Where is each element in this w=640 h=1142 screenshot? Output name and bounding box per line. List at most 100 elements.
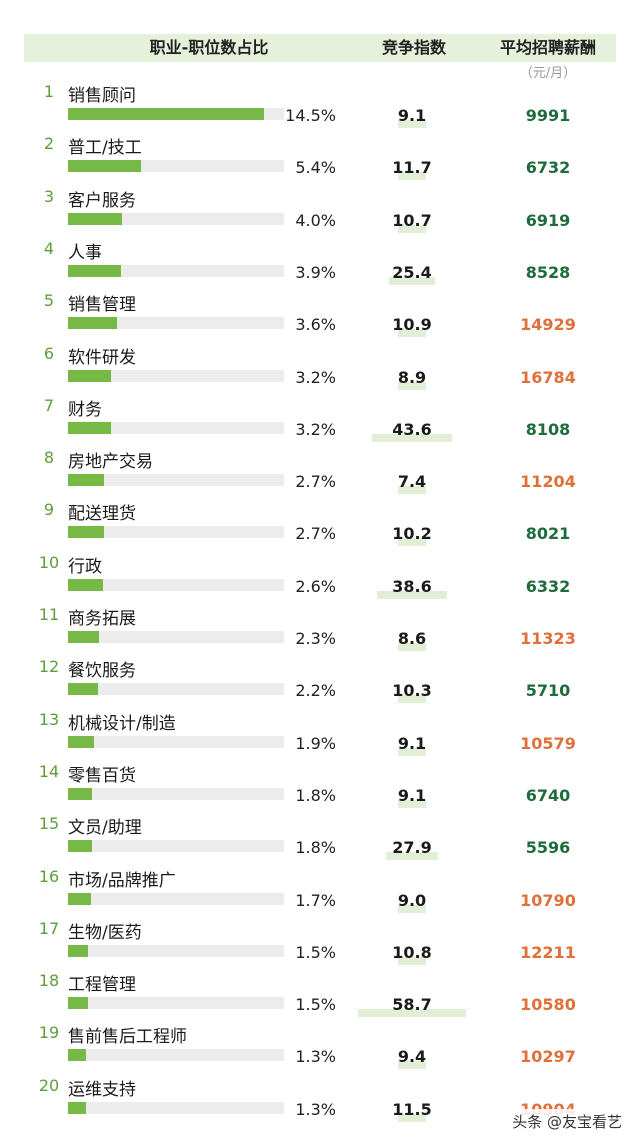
row-rank: 14 — [38, 761, 60, 781]
row-rank: 11 — [38, 605, 60, 624]
share-percent: 2.6% — [295, 576, 336, 596]
salary-value: 10580 — [520, 995, 576, 1015]
salary-value: 10579 — [520, 733, 576, 753]
header-job-share: 职业-职位数占比 — [149, 38, 269, 57]
competition-cell: 11.7 — [352, 158, 472, 181]
share-bar — [68, 369, 112, 382]
share-bar — [68, 631, 100, 643]
share-bar-track — [68, 997, 284, 1010]
share-percent: 1.3% — [295, 1047, 336, 1067]
competition-value: 27.9 — [392, 838, 432, 858]
salary-value: 10297 — [520, 1047, 576, 1067]
competition-highlight — [398, 224, 426, 233]
competition-highlight — [398, 747, 426, 756]
share-percent: 5.4% — [295, 158, 336, 178]
competition-cell: 10.2 — [352, 524, 472, 547]
share-bar — [68, 683, 98, 696]
share-bar-track — [68, 1049, 284, 1062]
table-row: 10 行政 2.6% 38.6 6332 — [0, 541, 640, 599]
table-row: 9 配送理货 2.7% 10.2 8021 — [0, 488, 640, 547]
share-bar — [68, 578, 104, 591]
row-rank: 15 — [38, 814, 60, 834]
competition-cell: 38.6 — [352, 577, 472, 599]
competition-highlight — [398, 799, 426, 808]
row-rank: 18 — [38, 971, 60, 991]
competition-highlight — [398, 956, 426, 965]
competition-highlight — [398, 172, 426, 181]
share-bar-track — [68, 264, 284, 277]
table-row: 14 零售百货 1.8% 9.1 6740 — [0, 750, 640, 808]
competition-cell: 11.5 — [352, 1100, 472, 1122]
share-bar — [68, 787, 93, 800]
row-job-name: 财务 — [68, 399, 102, 420]
share-percent: 2.2% — [295, 681, 336, 701]
share-bar — [68, 944, 89, 957]
competition-highlight — [398, 120, 426, 128]
salary-value: 8528 — [525, 262, 571, 282]
row-rank: 9 — [43, 500, 55, 520]
share-bar — [68, 474, 105, 487]
competition-value: 11.7 — [392, 158, 432, 178]
share-percent: 1.7% — [295, 890, 336, 910]
row-job-name: 生物/医药 — [68, 922, 142, 943]
competition-value: 9.1 — [397, 785, 427, 805]
table-row: 2 普工/技工 5.4% 11.7 6732 — [0, 122, 640, 181]
row-rank: 16 — [38, 866, 60, 886]
competition-cell: 10.8 — [352, 943, 472, 965]
salary-value: 6919 — [525, 210, 571, 230]
row-rank: 6 — [43, 343, 55, 363]
share-bar — [68, 997, 89, 1010]
table-row: 3 客户服务 4.0% 10.7 6919 — [0, 175, 640, 233]
row-job-name: 餐饮服务 — [68, 661, 136, 682]
competition-value: 10.2 — [392, 524, 432, 544]
table-row: 11 商务拓展 2.3% 8.6 11323 — [0, 593, 640, 651]
share-percent: 3.6% — [295, 315, 336, 335]
share-bar-track — [68, 840, 284, 853]
share-percent: 2.7% — [295, 524, 336, 544]
header-competition: 竞争指数 — [381, 38, 446, 57]
salary-value: 14929 — [520, 315, 576, 335]
share-percent: 2.3% — [295, 629, 336, 648]
share-bar-track — [68, 683, 284, 696]
salary-unit: （元/月） — [519, 66, 577, 81]
competition-cell: 10.7 — [352, 211, 472, 233]
share-bar-track — [68, 369, 284, 382]
salary-value: 12211 — [520, 942, 576, 962]
row-rank: 12 — [38, 657, 60, 677]
competition-cell: 8.6 — [352, 629, 472, 651]
competition-highlight — [398, 1113, 426, 1122]
table-row: 5 销售管理 3.6% 10.9 14929 — [0, 279, 640, 338]
row-job-name: 文员/助理 — [68, 818, 142, 839]
share-percent: 3.2% — [295, 419, 336, 439]
competition-highlight — [398, 538, 426, 547]
competition-value: 7.4 — [397, 472, 427, 492]
share-bar-track — [68, 317, 284, 330]
competition-highlight — [372, 433, 452, 442]
share-bar-track — [68, 108, 284, 120]
competition-highlight — [376, 590, 448, 599]
row-job-name: 售前售后工程师 — [68, 1027, 187, 1048]
row-rank: 1 — [43, 82, 55, 101]
share-bar — [68, 1101, 86, 1114]
share-bar-track — [68, 421, 284, 434]
share-percent: 3.2% — [295, 367, 336, 387]
competition-value: 38.6 — [392, 576, 432, 596]
competition-cell: 9.1 — [352, 734, 472, 756]
row-rank: 4 — [43, 238, 55, 258]
row-rank: 5 — [43, 291, 55, 311]
competition-highlight — [398, 381, 426, 390]
competition-cell: 43.6 — [352, 420, 472, 442]
share-bar-track — [68, 160, 284, 173]
share-bar — [68, 735, 94, 748]
competition-value: 8.6 — [397, 629, 427, 648]
salary-value: 16784 — [520, 367, 576, 387]
salary-value: 6732 — [525, 158, 571, 178]
competition-highlight — [358, 1009, 466, 1018]
row-rank: 3 — [43, 186, 55, 206]
share-bar — [68, 526, 105, 539]
competition-cell: 9.1 — [352, 106, 472, 128]
competition-value: 10.3 — [392, 681, 432, 701]
share-bar-track — [68, 631, 284, 643]
competition-value: 9.4 — [397, 1047, 427, 1067]
